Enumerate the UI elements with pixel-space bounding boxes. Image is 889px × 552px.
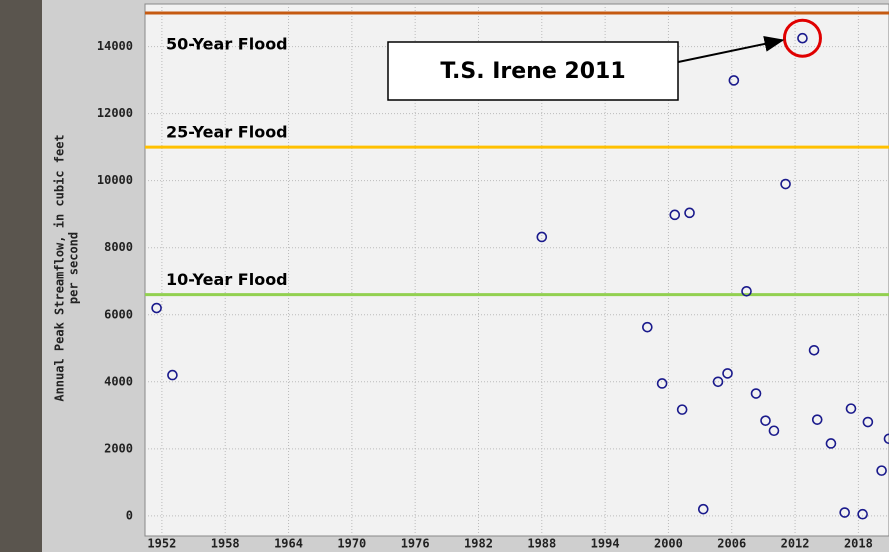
x-tick-label: 2000 <box>654 537 683 551</box>
data-point <box>697 503 709 515</box>
y-tick-label: 2000 <box>104 441 133 455</box>
x-tick-label: 1982 <box>464 537 493 551</box>
y-tick-label: 0 <box>126 508 133 522</box>
data-point <box>845 403 857 414</box>
data-point <box>741 285 752 297</box>
y-tick-label: 4000 <box>104 374 133 388</box>
data-point <box>862 416 874 428</box>
data-point <box>750 388 762 399</box>
data-point <box>883 433 889 445</box>
x-tick-label: 1988 <box>527 537 556 551</box>
x-tick-label: 1976 <box>401 537 430 551</box>
data-point <box>151 302 162 314</box>
y-tick-label: 14000 <box>97 39 133 53</box>
y-tick-label: 8000 <box>104 240 133 254</box>
flood-label: 50-Year Flood <box>166 35 288 54</box>
data-point <box>768 425 780 437</box>
x-tick-label: 2012 <box>781 537 810 551</box>
data-point <box>839 507 850 518</box>
data-point <box>722 368 733 379</box>
x-tick-label: 1994 <box>591 537 620 551</box>
data-point <box>857 508 868 520</box>
data-point <box>760 415 771 426</box>
data-point <box>808 344 820 356</box>
flood-label: 10-Year Flood <box>166 270 288 289</box>
data-point <box>876 465 887 476</box>
x-tick-label: 1958 <box>211 537 240 551</box>
plot-layer <box>145 11 889 520</box>
flood-label: 25-Year Flood <box>166 123 288 142</box>
data-point <box>642 321 653 333</box>
y-tick-label: 12000 <box>97 106 133 120</box>
data-point <box>797 32 808 44</box>
left-strip <box>0 0 42 552</box>
data-point <box>656 378 668 389</box>
x-tick-label: 2006 <box>717 537 746 551</box>
annotation-text: T.S. Irene 2011 <box>440 59 625 84</box>
y-tick-label: 6000 <box>104 307 133 321</box>
highlight-circle <box>782 18 822 58</box>
x-tick-label: 2018 <box>844 537 873 551</box>
data-point <box>684 207 695 219</box>
y-tick-label: 10000 <box>97 173 133 187</box>
y-axis-label: Annual Peak Streamflow, in cubic feet <box>53 134 67 401</box>
data-point <box>676 404 688 415</box>
x-tick-label: 1970 <box>337 537 366 551</box>
y-axis-label: per second <box>67 232 81 304</box>
data-point <box>780 178 791 190</box>
data-point <box>167 369 178 381</box>
data-point <box>728 75 740 86</box>
data-point <box>811 414 823 425</box>
data-point <box>669 209 681 221</box>
data-point <box>825 438 837 449</box>
data-point <box>536 231 548 243</box>
x-tick-label: 1964 <box>274 537 303 551</box>
annotation-box <box>387 41 679 101</box>
data-point <box>712 376 724 388</box>
x-tick-label: 1952 <box>147 537 176 551</box>
